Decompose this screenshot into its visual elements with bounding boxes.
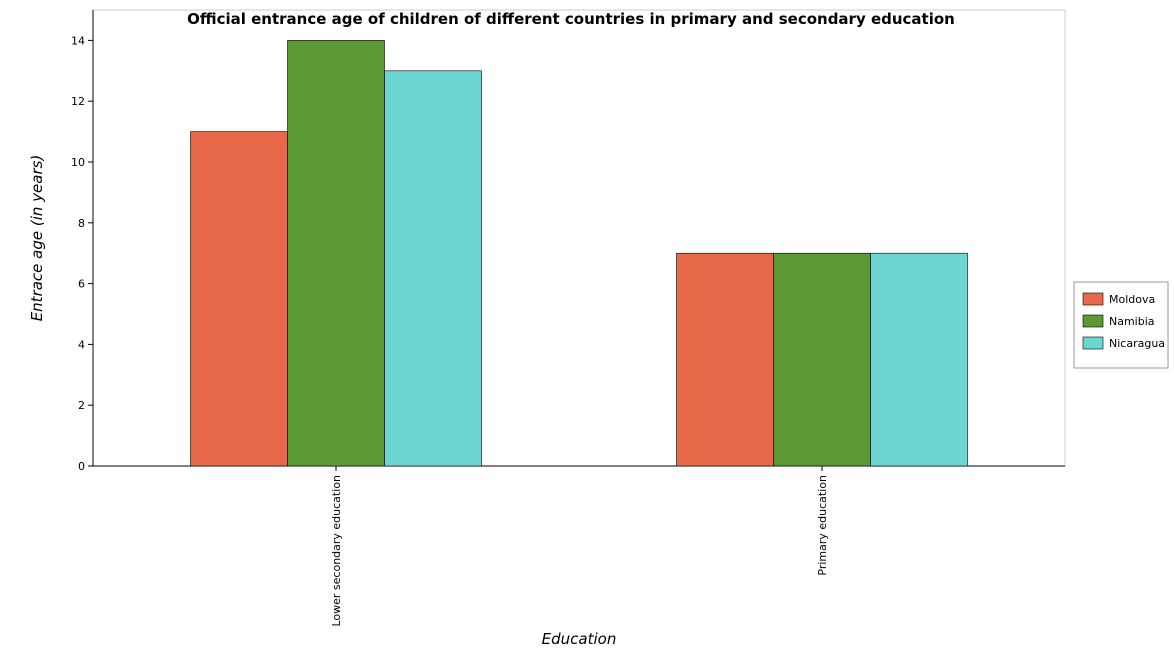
bar-namibia-2 <box>773 252 871 467</box>
y-tick-label: 8 <box>78 217 85 230</box>
legend-swatch-nicaragua <box>1082 336 1104 350</box>
y-tick-label: 12 <box>71 95 85 108</box>
legend-swatch-moldova <box>1082 292 1104 306</box>
legend: Moldova Namibia Nicaragua <box>1073 281 1169 369</box>
bar-namibia-1 <box>287 40 385 467</box>
y-axis-label: Entrace age (in years) <box>28 155 46 322</box>
legend-swatch-namibia <box>1082 314 1104 328</box>
y-tick-label: 4 <box>78 338 85 351</box>
y-tick-label: 2 <box>78 399 85 412</box>
x-axis-label: Education <box>542 630 617 648</box>
legend-label-namibia: Namibia <box>1109 315 1155 328</box>
bar-nicaragua-2 <box>870 252 968 467</box>
y-tick-label: 6 <box>78 278 85 291</box>
legend-label-nicaragua: Nicaragua <box>1109 337 1165 350</box>
x-tick-label: Lower secondary education <box>330 475 343 627</box>
y-tick-label: 10 <box>71 156 85 169</box>
y-tick-label: 0 <box>78 460 85 473</box>
plot-area: 0 2 4 6 8 10 12 14 Lower secondary education Prim… <box>71 9 1066 627</box>
bar-moldova-2 <box>676 252 774 467</box>
chart-title: Official entrance age of children of dif… <box>187 10 955 28</box>
legend-label-moldova: Moldova <box>1109 293 1155 306</box>
bar-nicaragua-1 <box>384 70 482 467</box>
bar-moldova-1 <box>190 131 288 467</box>
x-tick-label: Primary education <box>816 475 829 576</box>
y-tick-label: 14 <box>71 34 85 47</box>
